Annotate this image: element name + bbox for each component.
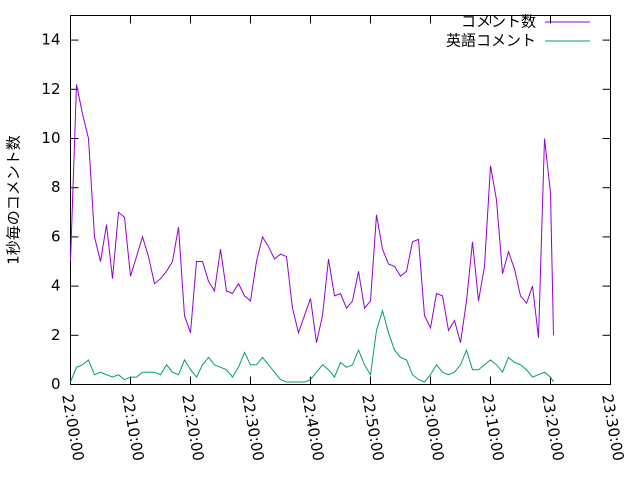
- x-tick-label: 22:30:00: [238, 393, 267, 462]
- y-tick-label: 2: [51, 326, 61, 344]
- x-tick-label: 22:40:00: [298, 393, 327, 462]
- y-tick-label: 14: [41, 31, 60, 49]
- x-tick-label: 22:10:00: [118, 393, 147, 462]
- y-tick-label: 8: [51, 178, 61, 196]
- x-tick-label: 23:20:00: [538, 393, 567, 462]
- plot-border: [70, 15, 611, 385]
- x-tick-label: 23:30:00: [598, 393, 627, 462]
- legend-label: コメント数: [461, 13, 536, 31]
- x-tick-label: 23:10:00: [478, 393, 507, 462]
- x-tick-label: 22:20:00: [178, 393, 207, 462]
- y-tick-label: 0: [51, 375, 61, 393]
- x-tick-label: 23:00:00: [418, 393, 447, 462]
- series-line: [70, 84, 554, 343]
- y-tick-label: 12: [41, 80, 60, 98]
- y-tick-label: 6: [51, 227, 61, 245]
- x-tick-label: 22:00:00: [58, 393, 87, 462]
- y-tick-label: 4: [51, 277, 61, 295]
- y-axis-label: 1秒毎のコメント数: [5, 135, 23, 265]
- series-line: [70, 308, 554, 383]
- x-tick-label: 22:50:00: [358, 393, 387, 462]
- y-tick-label: 10: [41, 129, 60, 147]
- legend-label: 英語コメント: [446, 32, 536, 50]
